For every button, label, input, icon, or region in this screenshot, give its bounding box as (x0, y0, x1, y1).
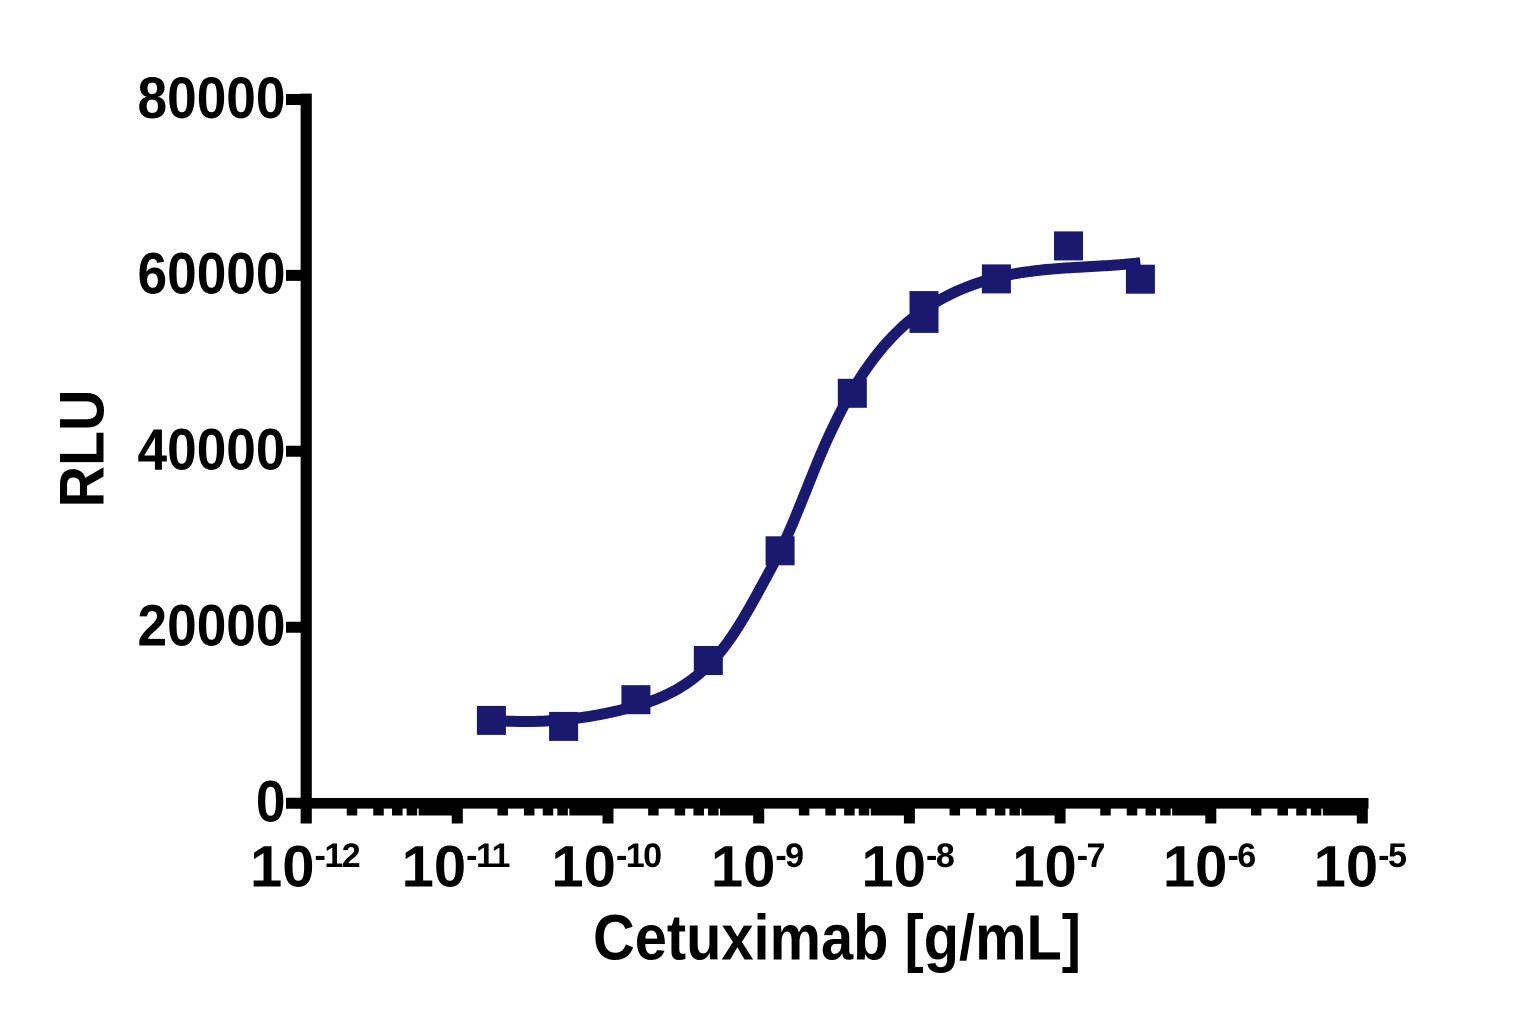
svg-text:RLU: RLU (48, 390, 118, 508)
svg-text:0: 0 (256, 770, 286, 835)
svg-text:10-6: 10-6 (1163, 835, 1255, 900)
svg-text:20000: 20000 (138, 594, 286, 659)
svg-text:10-5: 10-5 (1314, 835, 1406, 900)
svg-text:10-9: 10-9 (711, 835, 803, 900)
svg-text:10-12: 10-12 (250, 835, 360, 900)
svg-text:10-8: 10-8 (862, 835, 954, 900)
svg-text:Cetuximab [g/mL]: Cetuximab [g/mL] (593, 901, 1081, 973)
svg-text:80000: 80000 (138, 66, 286, 131)
svg-text:60000: 60000 (138, 242, 286, 307)
svg-text:40000: 40000 (138, 418, 286, 483)
svg-text:10-11: 10-11 (402, 835, 510, 900)
svg-text:10-7: 10-7 (1012, 835, 1104, 900)
svg-text:10-10: 10-10 (551, 835, 661, 900)
